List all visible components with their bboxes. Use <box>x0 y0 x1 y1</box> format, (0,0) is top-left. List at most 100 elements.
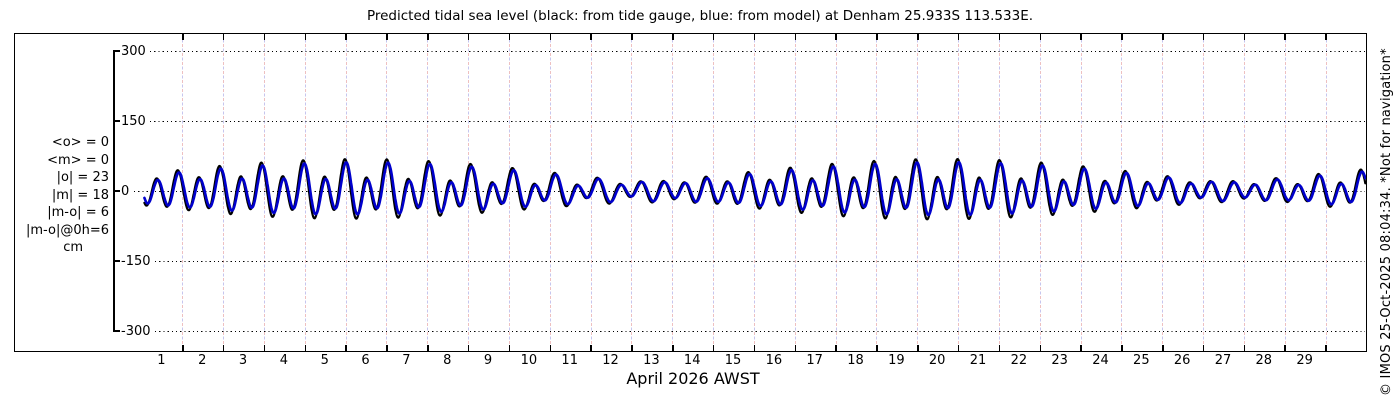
day-boundary-tick <box>1162 34 1164 40</box>
y-tick <box>113 50 120 52</box>
day-boundary-tick <box>1325 345 1327 351</box>
day-boundary-tick <box>753 345 756 351</box>
day-boundary-tick <box>794 34 797 40</box>
level-dotted-line <box>149 121 1365 122</box>
day-boundary-tick <box>917 34 919 40</box>
x-tick-label: 23 <box>1051 353 1068 368</box>
day-gridline <box>1243 35 1245 350</box>
level-dotted-line <box>133 191 1365 192</box>
day-boundary-tick <box>672 345 674 351</box>
day-boundary-tick <box>712 34 715 40</box>
day-boundary-tick <box>549 345 552 351</box>
x-tick-label: 18 <box>847 353 864 368</box>
stats-line: |m-o| = 6 <box>47 205 109 220</box>
day-gridline <box>672 35 674 350</box>
day-boundary-tick <box>386 345 388 351</box>
x-tick-label: 7 <box>402 353 411 368</box>
day-boundary-tick <box>1243 34 1246 40</box>
day-boundary-tick <box>876 345 878 351</box>
day-boundary-tick <box>712 345 715 351</box>
day-boundary-tick <box>1121 345 1123 351</box>
x-tick-label: 6 <box>361 353 370 368</box>
stats-line: cm <box>63 240 83 255</box>
day-gridline <box>917 35 919 350</box>
day-boundary-tick <box>835 345 837 351</box>
x-tick-label: 4 <box>279 353 289 368</box>
stats-line: |m| = 18 <box>51 187 109 203</box>
day-gridline <box>386 35 388 350</box>
day-gridline <box>631 35 633 350</box>
day-boundary-tick <box>1080 345 1082 351</box>
day-boundary-tick <box>1080 34 1082 40</box>
day-boundary-tick <box>590 34 592 40</box>
level-dotted-line <box>149 51 1365 52</box>
day-boundary-tick <box>1039 34 1041 40</box>
day-gridline <box>304 35 306 350</box>
day-boundary-tick <box>1162 345 1164 351</box>
x-tick-label: 14 <box>683 353 701 368</box>
day-boundary-tick <box>263 34 266 40</box>
day-boundary-tick <box>1202 34 1205 40</box>
y-tick-label: -150 <box>121 253 151 269</box>
day-gridline <box>958 35 960 350</box>
stats-block: <o> = 0 <m> = 0 |o| = 23 |m| = 18 |m-o| = 6 |… <box>15 134 109 257</box>
day-boundary-tick <box>345 345 347 351</box>
x-tick-label: 12 <box>602 353 619 368</box>
y-tick-label: 300 <box>121 43 146 59</box>
y-tick <box>113 330 120 332</box>
day-gridline <box>998 35 1000 350</box>
day-boundary-tick <box>508 345 511 351</box>
y-tick <box>113 120 120 122</box>
day-boundary-tick <box>957 345 960 351</box>
level-dotted-line <box>154 261 1365 262</box>
y-tick-label: -300 <box>121 323 151 339</box>
day-gridline <box>1080 35 1082 350</box>
day-boundary-tick <box>876 34 878 40</box>
x-tick-label: 15 <box>724 353 742 368</box>
stats-line: |m-o|@0h=6 <box>26 222 109 238</box>
plot-area: 300 150 0 -150 -300 <o> = 0 <m> = 0 |o| = 23 |m… <box>14 33 1367 352</box>
y-tick-label: 150 <box>121 113 146 129</box>
x-tick-label: 19 <box>888 353 905 368</box>
x-tick-label: 11 <box>561 353 578 368</box>
x-tick-label: 22 <box>1010 353 1028 368</box>
x-axis-title: April 2026 AWST <box>626 369 760 388</box>
day-gridline <box>876 35 878 350</box>
x-tick-label: 26 <box>1173 353 1191 368</box>
x-tick-label: 8 <box>443 353 452 368</box>
day-boundary-tick <box>631 34 633 40</box>
day-gridline <box>1121 35 1123 350</box>
x-tick-label: 1 <box>157 353 166 368</box>
day-boundary-tick <box>508 34 511 40</box>
x-tick-label: 20 <box>928 353 946 368</box>
day-boundary-tick <box>263 345 266 351</box>
day-boundary-tick <box>467 345 470 351</box>
x-tick-label: 13 <box>643 353 660 368</box>
day-gridline <box>468 35 470 350</box>
day-boundary-tick <box>998 34 1001 40</box>
y-tick-label: 0 <box>121 183 130 199</box>
tide-curve-model <box>143 161 1366 217</box>
day-boundary-tick <box>631 345 633 351</box>
x-tick-label: 2 <box>198 353 207 368</box>
copyright-watermark: © IMOS 25-Oct-2025 08:04:34. *Not for na… <box>1379 48 1394 396</box>
x-tick-label: 27 <box>1214 353 1232 368</box>
x-axis-day-labels: 1 2 3 4 5 6 7 8 9 10 11 12 13 14 15 16 17 18 19 20 21 22 23 24 2… <box>0 354 1400 370</box>
day-boundary-tick <box>222 345 225 351</box>
day-boundary-tick <box>1284 345 1286 351</box>
day-gridline <box>223 35 225 350</box>
day-gridline <box>263 35 265 350</box>
x-tick-label: 3 <box>238 353 248 368</box>
x-tick-label: 5 <box>320 353 329 368</box>
day-boundary-tick <box>345 34 347 40</box>
day-gridline <box>835 35 837 350</box>
level-dotted-line <box>154 331 1365 332</box>
day-boundary-tick <box>917 345 919 351</box>
day-boundary-tick <box>957 34 960 40</box>
x-tick-label: 16 <box>765 353 783 368</box>
x-tick-label: 10 <box>520 353 538 368</box>
day-boundary-tick <box>590 345 592 351</box>
x-tick-label: 9 <box>483 353 493 368</box>
day-gridline <box>345 35 347 350</box>
day-boundary-tick <box>182 34 184 40</box>
